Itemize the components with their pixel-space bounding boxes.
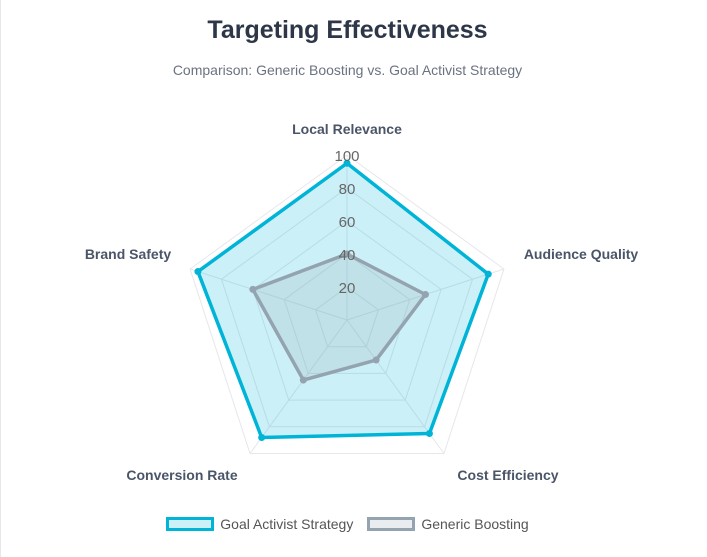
grid-spoke [189, 268, 348, 321]
data-point [484, 270, 492, 278]
grid-ring [315, 286, 379, 348]
grid-spoke [249, 319, 348, 454]
axis-label: Audience Quality [524, 246, 639, 262]
legend-label: Goal Activist Strategy [220, 516, 354, 532]
data-point [372, 356, 380, 364]
grid-ring [252, 220, 442, 401]
data-point [421, 291, 429, 299]
legend: Goal Activist Strategy Generic Boosting [1, 516, 694, 532]
data-point [194, 268, 202, 276]
axis-label: Cost Efficiency [457, 467, 558, 483]
axis-label: Conversion Rate [126, 467, 237, 483]
data-point [249, 285, 257, 293]
legend-label: Generic Boosting [421, 516, 529, 532]
data-point [258, 433, 266, 441]
grid-ring [220, 187, 474, 428]
legend-swatch [166, 517, 215, 531]
tick-label: 40 [339, 247, 356, 264]
grid-ring [283, 253, 411, 374]
tick-label: 20 [339, 280, 356, 297]
series-area-0 [196, 161, 490, 440]
axis-label: Local Relevance [292, 121, 402, 137]
tick-label: 100 [334, 148, 359, 165]
data-point [299, 376, 307, 384]
legend-swatch [367, 517, 416, 531]
tick-label: 80 [339, 181, 356, 198]
grid-ring [189, 154, 505, 454]
data-point [343, 250, 351, 258]
data-point [425, 429, 433, 437]
series-area-1 [251, 252, 428, 382]
data-point [343, 159, 351, 167]
legend-item-goal-activist[interactable]: Goal Activist Strategy [166, 516, 353, 532]
tick-label: 60 [339, 214, 356, 231]
legend-item-generic-boosting[interactable]: Generic Boosting [367, 516, 529, 532]
axis-label: Brand Safety [85, 246, 172, 262]
chart-title: Targeting Effectiveness [207, 16, 488, 44]
chart-subtitle: Comparison: Generic Boosting vs. Goal Ac… [172, 62, 523, 78]
